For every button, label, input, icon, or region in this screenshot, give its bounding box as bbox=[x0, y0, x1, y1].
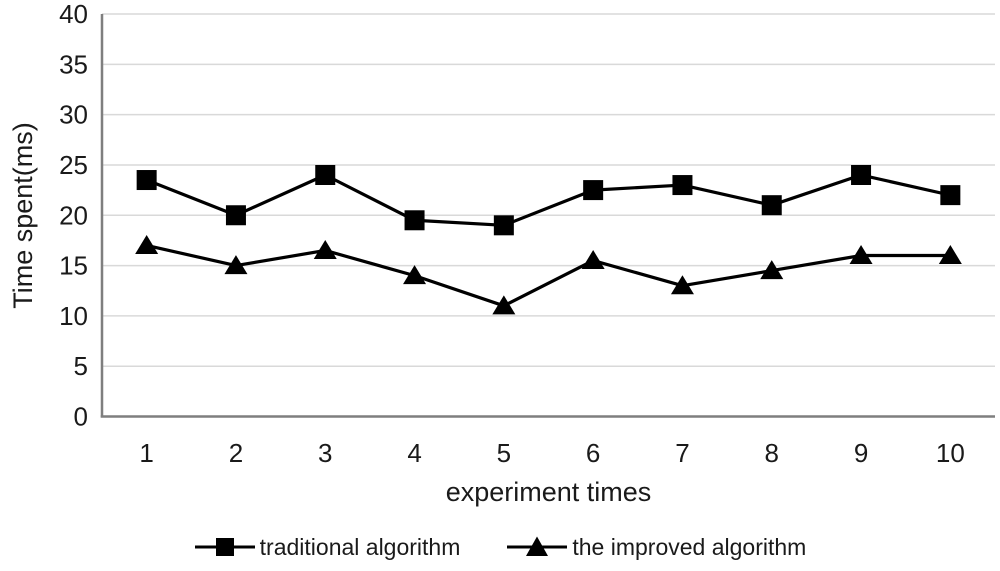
data-point-marker-traditional-algorithm bbox=[672, 175, 693, 196]
data-point-marker-the-improved-algorithm bbox=[403, 265, 427, 285]
data-point-marker-traditional-algorithm bbox=[225, 205, 246, 226]
y-tick-label: 25 bbox=[59, 150, 88, 180]
data-point-marker-traditional-algorithm bbox=[136, 170, 157, 191]
data-point-marker-traditional-algorithm bbox=[404, 210, 425, 231]
data-point-marker-the-improved-algorithm bbox=[760, 260, 784, 280]
x-tick-label: 8 bbox=[765, 438, 779, 468]
x-tick-label: 1 bbox=[139, 438, 153, 468]
y-tick-label: 35 bbox=[59, 49, 88, 79]
data-point-marker-traditional-algorithm bbox=[851, 165, 872, 185]
y-tick-label: 20 bbox=[59, 200, 88, 230]
legend-label: traditional algorithm bbox=[259, 533, 461, 560]
data-point-marker-the-improved-algorithm bbox=[135, 234, 159, 254]
legend-square-marker-icon bbox=[194, 538, 255, 556]
data-point-marker-traditional-algorithm bbox=[761, 195, 782, 216]
data-point-marker-traditional-algorithm bbox=[493, 215, 514, 236]
data-point-marker-the-improved-algorithm bbox=[224, 255, 248, 275]
data-point-marker-the-improved-algorithm bbox=[938, 245, 962, 264]
legend-item-improved-algorithm: the improved algorithm bbox=[506, 532, 806, 562]
y-tick-label: 0 bbox=[74, 402, 88, 432]
x-axis-title: experiment times bbox=[445, 477, 652, 507]
data-point-marker-the-improved-algorithm bbox=[492, 295, 516, 315]
series-line-traditional-algorithm bbox=[145, 173, 952, 227]
plot-area: 0 5 10 15 20 25 30 35 40 1 2 3 4 5 6 7 8 9 10 bbox=[59, 0, 995, 468]
y-tick-label: 5 bbox=[74, 351, 88, 381]
y-tick-label: 30 bbox=[59, 100, 88, 130]
x-tick-label: 6 bbox=[586, 438, 600, 468]
legend-triangle-marker-icon bbox=[507, 536, 568, 556]
data-point-marker-the-improved-algorithm bbox=[313, 239, 337, 259]
x-tick-label: 4 bbox=[407, 438, 421, 468]
data-point-marker-the-improved-algorithm bbox=[849, 245, 873, 264]
x-tick-label: 2 bbox=[229, 438, 243, 468]
data-point-marker-traditional-algorithm bbox=[315, 165, 336, 185]
data-point-marker-the-improved-algorithm bbox=[581, 250, 605, 270]
x-tick-label: 10 bbox=[936, 438, 965, 468]
x-tick-label: 7 bbox=[675, 438, 689, 468]
data-point-marker-traditional-algorithm bbox=[940, 185, 961, 206]
legend-item-traditional-algorithm: traditional algorithm bbox=[194, 532, 461, 562]
data-point-marker-the-improved-algorithm bbox=[670, 275, 694, 295]
legend-label: the improved algorithm bbox=[572, 533, 807, 560]
legend: traditional algorithm the improved algor… bbox=[0, 530, 1000, 564]
y-tick-label: 15 bbox=[59, 251, 88, 281]
x-tick-label: 9 bbox=[854, 438, 868, 468]
series-line-the-improved-algorithm bbox=[145, 243, 952, 308]
data-point-marker-traditional-algorithm bbox=[583, 180, 604, 201]
x-tick-label: 5 bbox=[497, 438, 511, 468]
y-tick-label: 10 bbox=[59, 301, 88, 331]
y-tick-label: 40 bbox=[59, 0, 88, 29]
x-tick-label: 3 bbox=[318, 438, 332, 468]
